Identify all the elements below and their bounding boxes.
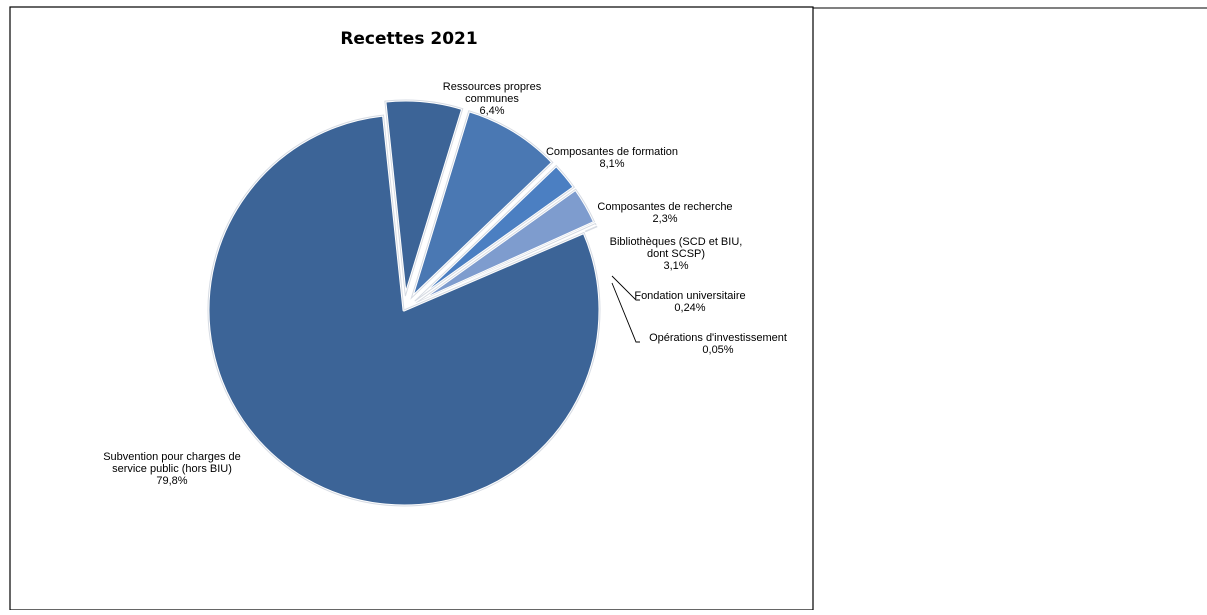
slice-value-label-6: 0,05%	[702, 344, 733, 356]
slice-category-label-7: Subvention pour charges de	[103, 451, 241, 463]
slice-category-label-2: Composantes de formation	[546, 146, 678, 158]
slice-category-label-6: Opérations d'investissement	[649, 332, 787, 344]
slice-category-label-3: Composantes de recherche	[597, 201, 732, 213]
leader-lines	[611, 275, 640, 343]
slice-category-label-4: dont SCSP)	[647, 248, 705, 260]
slice-value-label-5: 0,24%	[674, 302, 705, 314]
slice-category-label-1: communes	[465, 93, 519, 105]
slice-value-label-4: 3,1%	[663, 260, 688, 272]
slice-value-label-2: 8,1%	[599, 158, 624, 170]
chart-title: Recettes 2021	[340, 29, 477, 49]
slice-value-label-1: 6,4%	[479, 105, 504, 117]
pie-slice-edge-3	[414, 164, 576, 302]
pie-slices	[206, 98, 602, 508]
slice-value-label-3: 2,3%	[652, 213, 677, 225]
slice-category-label-7: service public (hors BIU)	[112, 463, 232, 475]
slice-value-label-7: 79,8%	[156, 475, 187, 487]
leader-line-6	[611, 282, 640, 343]
slice-category-label-5: Fondation universitaire	[634, 290, 745, 302]
pie-slice-edge-6	[416, 225, 598, 305]
slice-category-label-1: Ressources propres	[443, 81, 542, 93]
slice-category-label-4: Bibliothèques (SCD et BIU,	[610, 236, 743, 248]
pie-slice-edge-2	[410, 110, 554, 300]
leader-line-5	[611, 275, 640, 301]
pie-slice-edge-7	[207, 114, 601, 507]
pie-slice-edge-1	[384, 99, 464, 297]
